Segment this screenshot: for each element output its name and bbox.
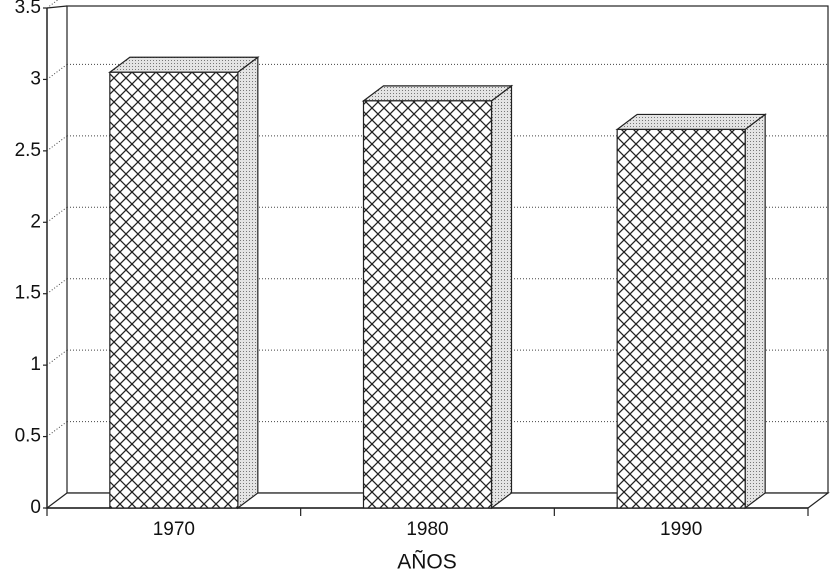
bar [109, 71, 239, 509]
grid-line [46, 135, 68, 152]
x-axis-label: AÑOS [397, 550, 457, 574]
grid-line [46, 278, 68, 295]
grid-line [46, 421, 68, 437]
y-tick-label: 3 [30, 68, 41, 89]
bar [362, 100, 493, 509]
grid-line [46, 0, 59, 9]
y-tick-label: 0 [30, 497, 41, 518]
bar-side [490, 84, 513, 510]
y-tick-label: 1.5 [15, 283, 41, 304]
bar-top [615, 113, 767, 131]
x-tick-label: 1970 [153, 519, 195, 540]
grid-line [46, 349, 68, 366]
x-tick-label: 1990 [660, 519, 702, 540]
y-tick-label: 0.5 [15, 426, 41, 447]
bar-side [237, 56, 259, 510]
bar-top [108, 56, 260, 73]
y-tick-label: 3.5 [15, 0, 41, 18]
y-tick-label: 1 [30, 354, 41, 375]
y-tick-label: 2.5 [15, 140, 41, 161]
bar-side [744, 113, 766, 510]
y-tick-label: 2 [30, 211, 41, 232]
x-tick-label: 1980 [406, 519, 448, 540]
bar [616, 128, 746, 509]
grid-line [46, 206, 68, 223]
grid-line [46, 64, 68, 80]
bar-top [361, 85, 514, 102]
wall-edge [46, 5, 68, 9]
